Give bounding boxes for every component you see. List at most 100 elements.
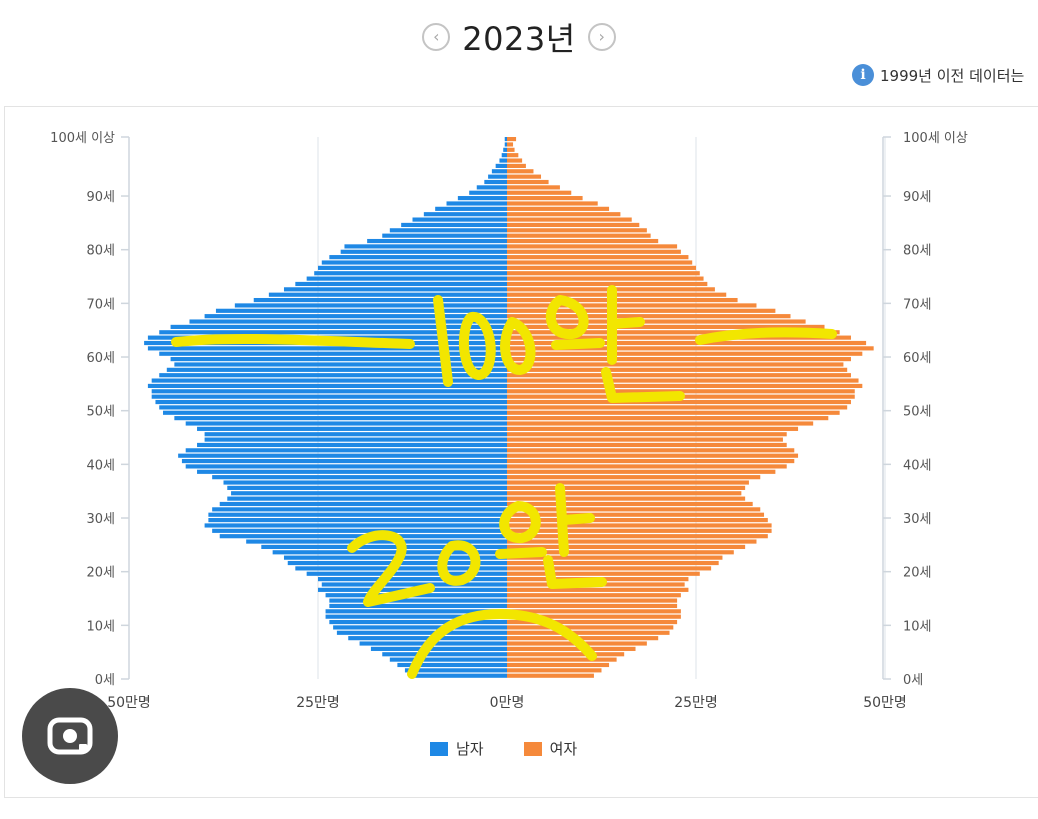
bar-male — [321, 260, 507, 265]
bar-male — [246, 539, 507, 544]
bar-female — [507, 496, 746, 501]
bar-female — [507, 453, 799, 458]
bar-female — [507, 206, 610, 211]
bar-female — [507, 507, 761, 512]
female-bars — [507, 137, 874, 678]
bar-male — [382, 652, 507, 657]
y-tick-label-left: 50세 — [86, 405, 115, 420]
bar-male — [147, 346, 507, 351]
bar-male — [151, 378, 507, 383]
bar-male — [295, 281, 507, 287]
bar-female — [507, 373, 851, 378]
legend-item-female[interactable]: 여자 — [523, 738, 577, 759]
bar-male — [329, 255, 507, 260]
bar-male — [325, 614, 507, 619]
bar-male — [234, 303, 507, 308]
bar-female — [507, 308, 776, 313]
bar-male — [231, 491, 507, 496]
bar-female — [507, 582, 685, 587]
legend-swatch-male — [430, 741, 448, 756]
y-tick-label-right: 100세 이상 — [903, 131, 968, 146]
bar-female — [507, 389, 855, 394]
bar-male — [457, 196, 507, 201]
bar-female — [507, 158, 523, 163]
bar-female — [507, 518, 768, 523]
year-nav: ‹ 2023년 › — [422, 14, 616, 60]
bar-female — [507, 432, 787, 437]
y-tick-label-right: 40세 — [903, 458, 932, 473]
bar-male — [469, 190, 507, 195]
bar-male — [412, 217, 507, 222]
bar-female — [507, 614, 681, 619]
chevron-right-icon[interactable]: › — [587, 23, 616, 51]
bar-female — [507, 222, 640, 228]
bar-male — [336, 630, 507, 635]
y-tick-label-left: 90세 — [86, 190, 115, 205]
bar-female — [507, 410, 840, 415]
bar-female — [507, 641, 647, 646]
year-label: 2023년 — [462, 20, 576, 58]
x-tick-label: 25만명 — [674, 695, 718, 711]
bar-female — [507, 426, 799, 431]
bar-female — [507, 383, 863, 389]
bar-male — [488, 174, 507, 179]
legend-item-male[interactable]: 남자 — [430, 738, 484, 759]
bar-female — [507, 448, 795, 453]
y-tick-label-right: 50세 — [903, 405, 932, 420]
bar-male — [476, 185, 507, 190]
google-lens-icon[interactable] — [22, 688, 118, 784]
bar-female — [507, 276, 704, 281]
bar-female — [507, 668, 602, 673]
bar-male — [204, 314, 507, 319]
bar-male — [325, 609, 507, 614]
bar-male — [227, 496, 507, 501]
bar-female — [507, 625, 674, 630]
chart-axes: 0세 0세 10세 10세 20세 20세 30세 30세 40세 40세 50세 50세 60세 60세… — [50, 131, 968, 711]
bar-female — [507, 174, 542, 179]
bar-female — [507, 636, 659, 641]
bar-male — [181, 458, 508, 464]
bar-male — [318, 265, 507, 270]
bar-female — [507, 244, 678, 249]
camera-search-icon — [47, 717, 93, 755]
bar-female — [507, 378, 859, 383]
bar-female — [507, 249, 681, 254]
bar-female — [507, 287, 715, 292]
bar-male — [197, 426, 508, 431]
bar-male — [329, 619, 507, 625]
y-tick-label-left: 40세 — [86, 458, 115, 473]
bar-female — [507, 512, 765, 517]
bar-male — [147, 383, 507, 389]
bar-female — [507, 491, 742, 496]
bar-male — [404, 668, 507, 673]
bar-male — [208, 512, 507, 517]
bar-female — [507, 260, 693, 265]
bar-male — [166, 367, 508, 372]
bar-male — [204, 432, 507, 437]
bar-female — [507, 458, 795, 464]
bar-female — [507, 571, 700, 576]
bar-female — [507, 292, 727, 297]
bar-male — [370, 646, 507, 651]
bar-male — [185, 448, 507, 453]
bar-female — [507, 603, 678, 609]
bar-male — [163, 410, 507, 415]
bar-male — [446, 201, 507, 206]
bar-male — [178, 453, 507, 458]
y-tick-label-left: 10세 — [86, 619, 115, 634]
bar-female — [507, 587, 689, 592]
bar-female — [507, 367, 848, 372]
bar-male — [197, 469, 508, 474]
bar-female — [507, 394, 855, 399]
year-selector: ‹ 2023년 › — [0, 14, 1038, 64]
bar-male — [170, 324, 507, 329]
chevron-left-icon[interactable]: ‹ — [422, 23, 451, 51]
bar-female — [507, 673, 594, 678]
bar-female — [507, 421, 814, 426]
data-notice[interactable]: i 1999년 이전 데이터는 — [852, 64, 1024, 86]
bar-female — [507, 281, 708, 287]
bar-male — [295, 566, 507, 571]
y-tick-label-right: 30세 — [903, 512, 932, 527]
bar-male — [283, 555, 507, 560]
